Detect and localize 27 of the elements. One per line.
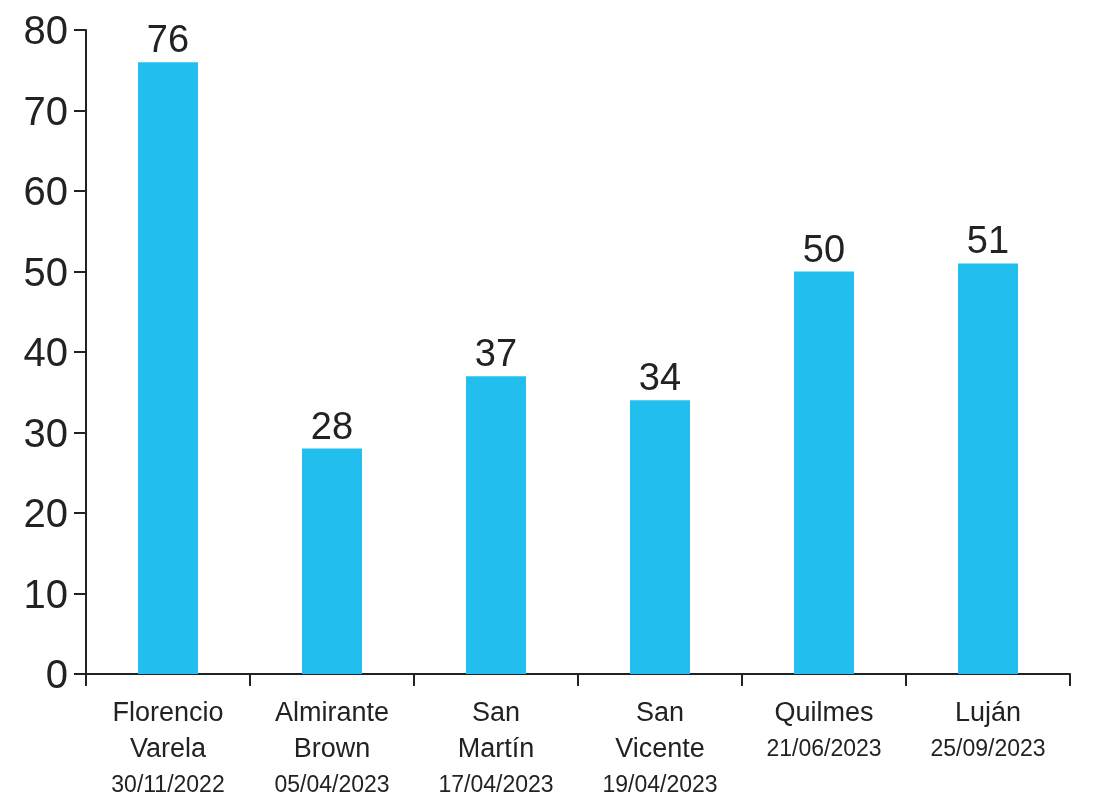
y-tick-label: 80 <box>23 8 68 52</box>
x-tick-label: Luján 25/09/2023 <box>930 697 1046 761</box>
bar <box>138 62 198 674</box>
y-tick-label: 0 <box>45 652 68 696</box>
bar <box>958 263 1018 674</box>
y-tick-label: 50 <box>23 249 68 294</box>
y-tick-label: 70 <box>23 88 68 133</box>
y-tick-label: 40 <box>23 330 68 374</box>
data-label: 76 <box>146 18 190 61</box>
data-label: 37 <box>474 332 518 375</box>
bar <box>466 376 526 674</box>
data-label: 51 <box>966 219 1010 262</box>
bar <box>302 448 362 674</box>
data-label: 28 <box>310 404 354 447</box>
x-tick-label: Quilmes 21/06/2023 <box>766 697 882 761</box>
y-tick-label: 20 <box>23 491 68 535</box>
y-tick-label: 30 <box>23 410 68 455</box>
y-tick-label: 60 <box>23 169 68 213</box>
x-tick-label: San Vicente 19/04/2023 <box>602 697 718 797</box>
x-tick-label: Florencio Varela 30/11/2022 <box>111 697 225 797</box>
y-tick-label: 10 <box>23 571 68 616</box>
data-label: 34 <box>638 356 682 399</box>
bar <box>794 271 854 674</box>
x-tick-label: Almirante Brown 05/04/2023 <box>274 697 390 797</box>
x-tick-label: San Martín 17/04/2023 <box>438 697 554 797</box>
data-label: 50 <box>802 227 846 270</box>
bar <box>630 400 690 674</box>
